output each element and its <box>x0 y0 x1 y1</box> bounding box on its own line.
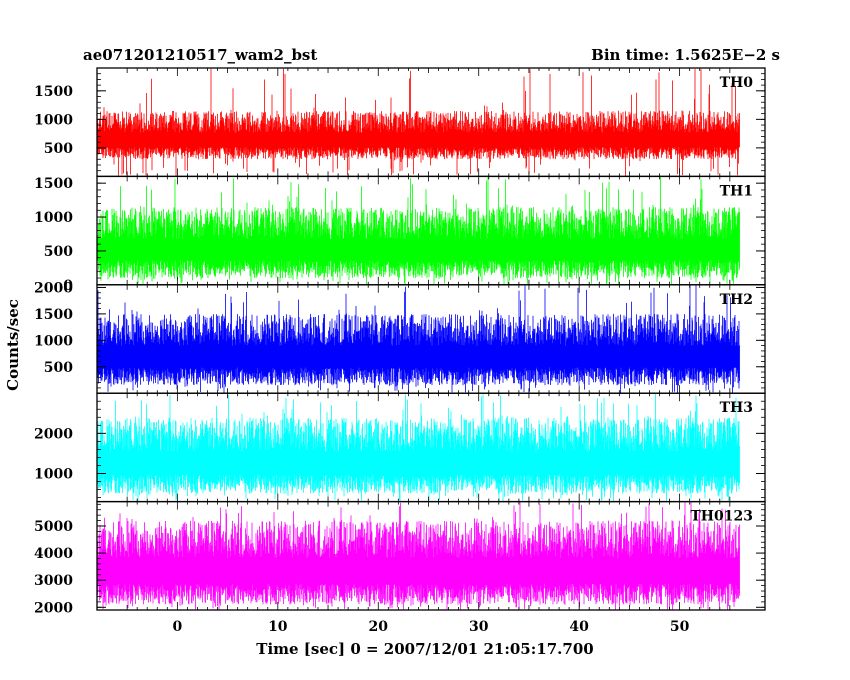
series-th3-trace <box>96 393 740 502</box>
x-axis-label: Time [sec] 0 = 2007/12/01 21:05:17.700 <box>256 640 593 658</box>
x-tick-label: 40 <box>569 619 589 635</box>
x-tick-label: 50 <box>670 619 690 635</box>
panel-frame <box>96 500 766 611</box>
y-tick-label: 2000 <box>34 280 73 296</box>
x-axis-ticks: 0 10 20 30 40 50 <box>172 619 689 635</box>
panel-label-th0123: TH0123 <box>690 509 753 525</box>
panel-label-th3: TH3 <box>720 400 753 416</box>
y-tick-label: 1500 <box>34 307 73 323</box>
y-tick-label: 1500 <box>34 176 73 192</box>
series-th0-trace <box>96 68 740 177</box>
bin-time-label: Bin time: 1.5625E−2 s <box>591 46 780 64</box>
y-tick-label: 2000 <box>34 426 73 442</box>
y-tick-label: 3000 <box>34 573 73 589</box>
series-th2-trace <box>96 285 740 394</box>
y-tick-label: 1500 <box>34 84 73 100</box>
y-tick-label: 5000 <box>34 519 73 535</box>
y-axis-label: Counts/sec <box>4 299 22 391</box>
panel-th3: 1000 2000 TH3 <box>34 392 766 503</box>
panel-label-th2: TH2 <box>720 292 753 308</box>
x-tick-label: 0 <box>172 619 182 635</box>
y-tick-label: 1000 <box>34 333 73 349</box>
y-tick-label: 500 <box>44 360 73 376</box>
y-tick-label: 4000 <box>34 546 73 562</box>
y-tick-label: 500 <box>44 244 73 260</box>
panel-label-th1: TH1 <box>720 183 753 199</box>
y-tick-label: 1000 <box>34 112 73 128</box>
panel-label-th0: TH0 <box>720 75 754 91</box>
panels-group: 500 1000 1500 TH0 0 500 1000 1500 TH1 500 1000 1500… <box>34 67 766 616</box>
y-tick-label: 1000 <box>34 210 73 226</box>
x-tick-label: 10 <box>268 619 288 635</box>
series-th0123-trace <box>96 502 740 610</box>
panel-th1: 0 500 1000 1500 TH1 <box>34 175 766 294</box>
x-tick-label: 30 <box>469 619 489 635</box>
x-tick-label: 20 <box>369 619 389 635</box>
y-tick-label: 500 <box>44 141 73 157</box>
y-tick-label: 2000 <box>34 600 73 616</box>
y-tick-label: 1000 <box>34 466 73 482</box>
panel-th0123: 2000 3000 4000 5000 TH0123 <box>34 500 766 616</box>
chart-title: ae071201210517_wam2_bst <box>83 46 317 64</box>
panel-th0: 500 1000 1500 TH0 <box>34 67 766 178</box>
panel-th2: 500 1000 1500 2000 TH2 <box>34 280 766 394</box>
series-th1-trace <box>96 176 740 285</box>
y-tick-label: 0 <box>63 278 73 294</box>
